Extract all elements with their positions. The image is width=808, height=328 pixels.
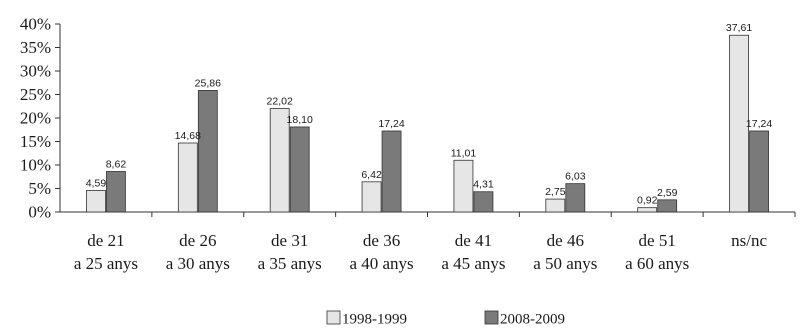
y-tick-label: 40% — [20, 15, 51, 34]
bar — [473, 191, 494, 213]
x-tick-label: a 60 anys — [625, 254, 689, 273]
data-label: 11,01 — [451, 147, 477, 159]
bars — [86, 34, 769, 213]
legend: 1998-1999 2008-2009 — [326, 310, 565, 328]
data-label: 14,68 — [175, 130, 201, 142]
x-axis: de 21 a 25 anys de 26 a 30 anys de 31 a 35 an… — [60, 211, 796, 273]
bar — [197, 90, 218, 213]
legend-label: 1998-1999 — [342, 312, 407, 328]
bar — [361, 181, 382, 213]
y-tick-label: 15% — [20, 132, 51, 151]
bar — [657, 199, 678, 213]
x-tick-label: de 26 — [179, 231, 216, 250]
x-tick-label: de 31 — [271, 231, 308, 250]
y-tick-label: 10% — [20, 156, 51, 175]
x-tick-label: a 30 anys — [166, 254, 230, 273]
bar — [106, 171, 126, 213]
bar — [381, 130, 402, 213]
bar — [289, 126, 310, 213]
data-label: 0,92 — [637, 195, 658, 207]
data-label: 25,86 — [195, 77, 221, 89]
data-label: 2,75 — [545, 186, 566, 198]
bar — [729, 34, 749, 213]
bar — [637, 207, 658, 213]
data-label: 4,31 — [473, 179, 494, 191]
y-axis: 0% 5% 10% 15% 20% 25% 30% 35% 40% — [20, 15, 61, 222]
data-label: 22,02 — [267, 96, 293, 108]
x-tick-label: de 36 — [363, 231, 400, 250]
y-tick-label: 20% — [20, 109, 51, 128]
x-tick-label: de 51 — [639, 231, 676, 250]
y-tick-label: 30% — [20, 62, 51, 81]
data-label: 8,62 — [106, 158, 127, 170]
x-tick-label: a 40 anys — [349, 254, 413, 273]
x-tick-label: ns/nc — [731, 231, 767, 250]
legend-label: 2008-2009 — [500, 312, 565, 328]
data-label: 17,24 — [746, 118, 772, 130]
data-label: 18,10 — [287, 114, 313, 126]
bar — [177, 142, 198, 213]
data-label: 4,59 — [86, 177, 107, 189]
x-tick-label: de 21 — [87, 231, 124, 250]
data-label: 2,59 — [657, 187, 678, 199]
legend-swatch — [326, 310, 341, 325]
bar — [749, 130, 769, 213]
x-tick-label: a 35 anys — [258, 254, 322, 273]
bar — [565, 183, 586, 213]
y-tick-label: 25% — [20, 85, 51, 104]
bar — [453, 159, 474, 213]
data-label: 6,03 — [565, 171, 586, 183]
data-label: 17,24 — [378, 118, 404, 130]
x-tick-label: a 45 anys — [441, 254, 505, 273]
y-tick-label: 5% — [28, 179, 51, 198]
data-label: 6,42 — [361, 169, 382, 181]
y-tick-label: 35% — [20, 38, 51, 57]
x-tick-label: de 41 — [455, 231, 492, 250]
bar — [545, 198, 566, 213]
data-labels: 4,59 8,62 14,68 25,86 22,02 18,10 6,42 17,24 11,… — [86, 22, 773, 206]
y-tick-label: 0% — [28, 203, 51, 222]
x-tick-label: a 50 anys — [533, 254, 597, 273]
data-label: 37,61 — [726, 22, 752, 34]
bar — [86, 190, 106, 213]
x-tick-label: de 46 — [547, 231, 584, 250]
legend-swatch — [484, 310, 499, 325]
x-tick-label: a 25 anys — [74, 254, 138, 273]
bar — [269, 108, 290, 213]
